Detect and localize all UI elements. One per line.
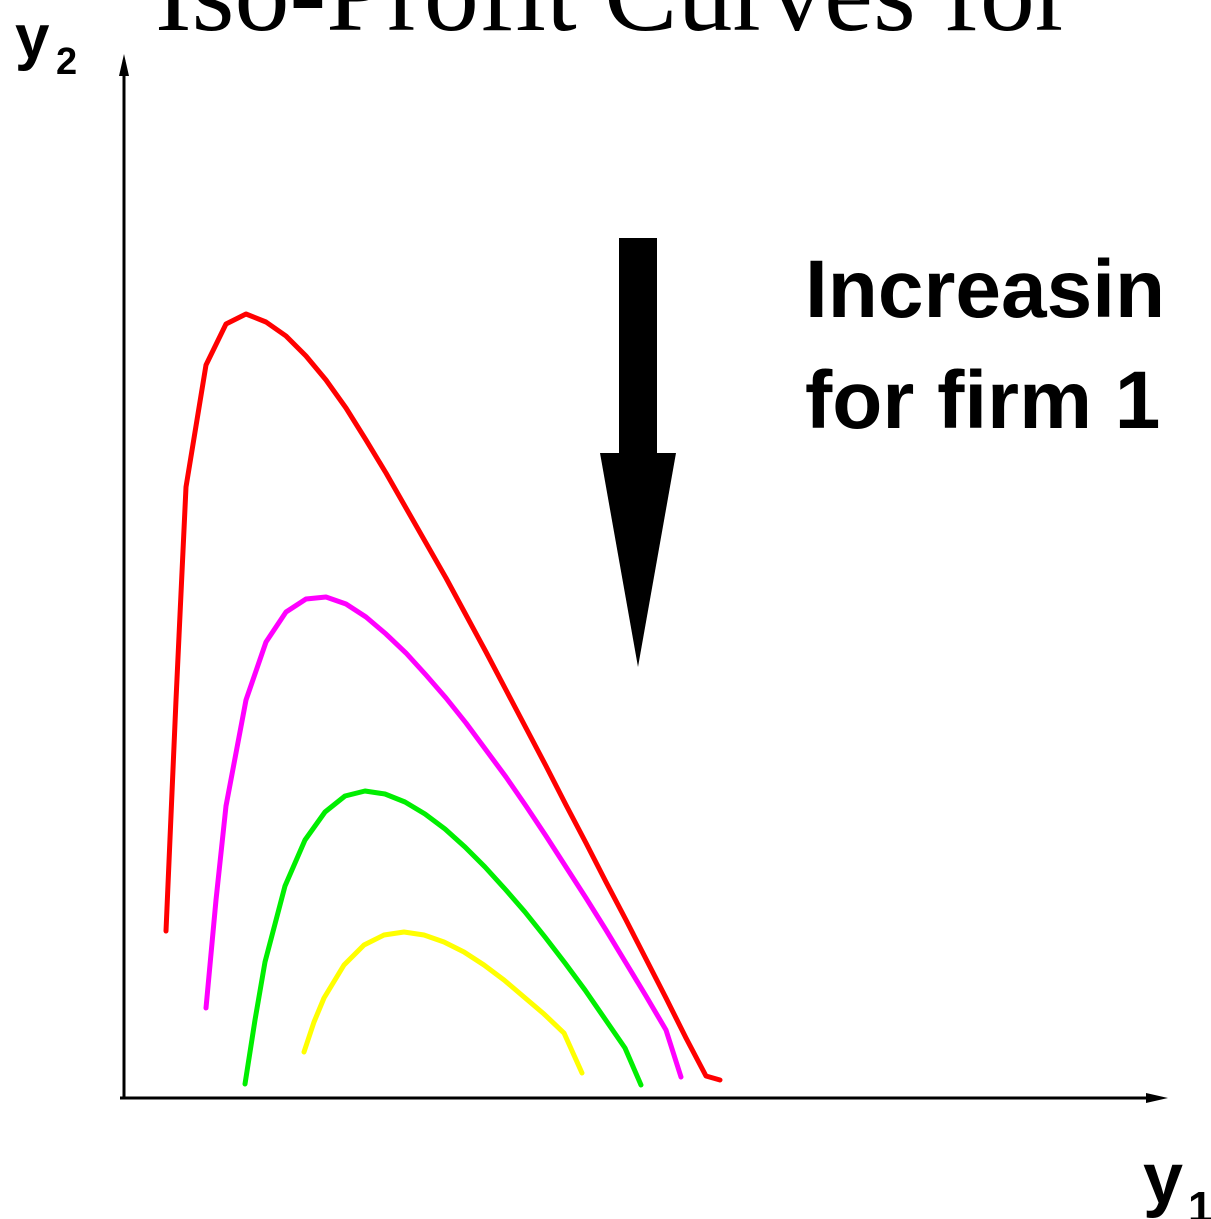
iso-profit-curve-4 (301, 929, 585, 1076)
x-axis-label: y 1 (1143, 1139, 1211, 1219)
x-axis-label-subscript: 1 (1188, 1183, 1211, 1219)
annotation-line-1: Increasin (805, 244, 1165, 335)
y-axis-label-subscript: 2 (56, 41, 77, 83)
annotation-line-2: for firm 1 (805, 355, 1160, 446)
down-arrow-icon (600, 238, 676, 667)
y-axis-label: y 2 (15, 3, 77, 83)
iso-profit-curves (163, 311, 723, 1088)
arrow-shaft (619, 238, 657, 456)
iso-profit-curve-3 (242, 788, 644, 1088)
y-axis-label-main: y (15, 3, 50, 72)
y-axis-arrowhead (119, 54, 129, 76)
arrow-head (600, 453, 676, 667)
x-axis-arrowhead (1146, 1093, 1168, 1103)
iso-profit-curve-1 (163, 311, 723, 1083)
diagram-title: Iso-Profit Curves for (155, 0, 1072, 54)
iso-profit-curve-2 (203, 594, 684, 1080)
x-axis-label-main: y (1143, 1139, 1183, 1219)
